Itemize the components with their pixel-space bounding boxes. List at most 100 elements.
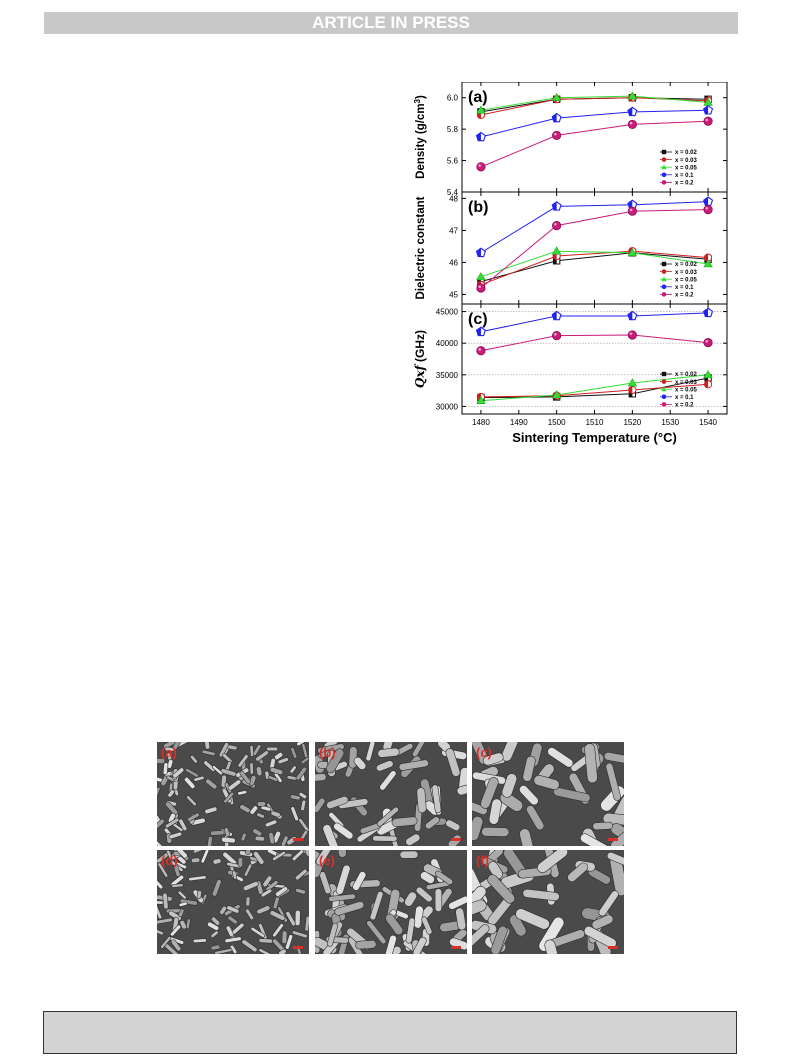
sem-grain xyxy=(201,749,216,756)
data-point-0-3-0-fill xyxy=(476,132,481,141)
sem-panel-a: (a) xyxy=(157,742,309,846)
sem-grain xyxy=(519,828,535,846)
sem-grain xyxy=(253,851,265,865)
legend-marker-0-0 xyxy=(661,149,667,155)
sem-grain xyxy=(163,742,176,749)
sem-panel-f: (f) xyxy=(472,850,624,954)
y-tick-label-2-0: 30000 xyxy=(436,402,459,411)
sem-grain xyxy=(602,812,624,827)
sem-grain xyxy=(166,759,174,769)
sem-grain xyxy=(178,818,188,832)
data-point-0-2-2 xyxy=(627,91,638,100)
sem-grain xyxy=(522,888,560,902)
sem-grain xyxy=(509,914,527,937)
sem-grain xyxy=(252,828,263,837)
data-point-1-3-2-fill xyxy=(627,200,633,209)
sem-grain xyxy=(218,742,229,758)
legend-label-1-3: x = 0.1 xyxy=(675,285,694,291)
series-line-1-3 xyxy=(480,201,709,254)
legend-label-2-4: x = 0.2 xyxy=(675,403,694,409)
sem-grain xyxy=(267,775,279,782)
sem-grain xyxy=(179,920,187,930)
sem-grain xyxy=(592,821,613,831)
data-point-2-4-0-shine xyxy=(478,348,481,351)
sem-grain xyxy=(289,765,297,774)
sem-grain xyxy=(285,934,294,950)
legend-label-0-1: x = 0.03 xyxy=(675,158,698,164)
sem-grain xyxy=(605,762,622,801)
sem-grain xyxy=(249,745,254,757)
data-point-2-4-3 xyxy=(703,337,713,348)
sem-grain xyxy=(249,762,254,775)
sem-grain xyxy=(265,880,279,892)
sem-grain xyxy=(384,934,397,954)
sem-grain xyxy=(377,747,400,758)
sem-grain xyxy=(315,773,327,782)
sem-grain xyxy=(415,886,433,903)
sem-grain xyxy=(185,768,199,778)
series-line-1-1 xyxy=(480,250,709,286)
data-point-1-0-1-fill xyxy=(553,257,557,264)
sem-grain xyxy=(232,870,238,880)
properties-chart: 5.4 5.6 5.8 6.0 (a) Density (g/cm3) x = 0.02 x … xyxy=(413,81,728,445)
y-tick-label-0-0: 5.4 xyxy=(447,188,459,197)
sem-grain xyxy=(239,770,251,785)
sem-grain xyxy=(547,747,574,768)
data-point-1-2-2 xyxy=(627,248,638,257)
sem-grain xyxy=(206,836,213,846)
legend-marker-2-3 xyxy=(661,394,667,400)
sem-grain xyxy=(258,948,272,954)
legend-marker-2-0 xyxy=(661,371,667,377)
sem-grain xyxy=(167,789,175,798)
x-tick-label-1530: 1530 xyxy=(661,418,679,427)
sem-scale-bar-e xyxy=(451,946,461,949)
sem-grain xyxy=(537,850,569,874)
sem-grain xyxy=(434,888,443,913)
sem-grain xyxy=(298,792,307,799)
sem-grain xyxy=(249,805,258,815)
legend-label-2-0: x = 0.02 xyxy=(675,372,698,378)
sem-grain xyxy=(172,767,185,779)
sem-grain xyxy=(220,768,237,777)
sem-grain xyxy=(256,812,265,819)
sem-grain xyxy=(205,778,218,790)
sem-grain xyxy=(243,881,259,891)
sem-grain xyxy=(431,784,442,814)
x-tick-label-1510: 1510 xyxy=(586,418,604,427)
sem-grain xyxy=(398,759,429,771)
sem-grain xyxy=(224,936,242,943)
sem-grain xyxy=(472,815,484,841)
data-point-0-3-2-fill xyxy=(627,107,633,116)
data-point-1-4-2-shine xyxy=(629,208,633,212)
sem-image-f xyxy=(472,850,624,954)
data-point-0-2-0 xyxy=(476,105,486,114)
data-point-2-4-2 xyxy=(627,330,637,340)
sem-grain xyxy=(472,924,490,954)
properties-figure: 5.4 5.6 5.8 6.0 (a) Density (g/cm3) x = 0.02 x … xyxy=(392,81,737,452)
sem-grain xyxy=(203,760,216,772)
chart-panel-0: 5.4 5.6 5.8 6.0 (a) Density (g/cm3) x = 0.02 x … xyxy=(413,81,728,197)
data-point-0-3-1-fill xyxy=(552,113,557,122)
sem-grain xyxy=(225,925,234,937)
sem-grain xyxy=(162,892,169,910)
y-tick-label-1-3: 48 xyxy=(449,194,458,203)
sem-grain xyxy=(291,850,304,861)
footer-placeholder-box xyxy=(43,1011,737,1054)
sem-grain xyxy=(591,914,614,930)
sem-grain xyxy=(480,777,499,809)
sem-micrograph-figure: (a) (b) (c) (d) (e) (f) xyxy=(157,742,625,956)
series-line-1-0 xyxy=(480,252,709,283)
data-point-0-4-0 xyxy=(476,162,486,172)
sem-image-d xyxy=(157,850,309,954)
data-point-1-4-2 xyxy=(627,206,637,216)
legend-label-0-3: x = 0.1 xyxy=(675,173,694,179)
sem-grain xyxy=(488,798,502,825)
sem-grain xyxy=(193,850,203,854)
sem-grain xyxy=(326,795,349,810)
y-tick-label-0-1: 5.6 xyxy=(447,157,459,166)
data-point-2-2-1 xyxy=(551,390,562,399)
sem-grain xyxy=(257,801,266,807)
panel-label-1: (b) xyxy=(468,199,488,216)
sem-grain xyxy=(315,797,326,813)
sem-grain xyxy=(352,871,367,891)
